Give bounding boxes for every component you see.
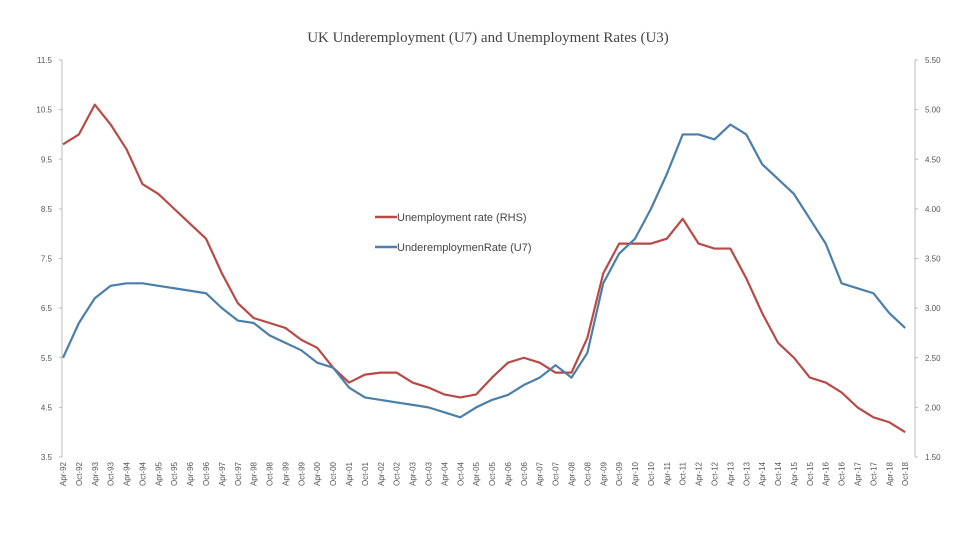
y-tick-label: 5.5 bbox=[41, 354, 53, 363]
y2-tick-label: 3.50 bbox=[925, 255, 941, 264]
y-tick-label: 4.5 bbox=[41, 403, 53, 412]
y-tick-label: 8.5 bbox=[41, 205, 53, 214]
y2-tick-label: 2.50 bbox=[925, 354, 941, 363]
x-tick-label: Oct-95 bbox=[170, 461, 179, 486]
x-tick-label: Oct-09 bbox=[615, 461, 624, 486]
y-tick-label: 3.5 bbox=[41, 453, 53, 462]
x-tick-label: Apr-09 bbox=[599, 461, 608, 486]
x-tick-label: Oct-07 bbox=[552, 461, 561, 486]
x-tick-label: Apr-14 bbox=[758, 461, 767, 486]
x-tick-label: Apr-07 bbox=[536, 461, 545, 486]
y-tick-label: 10.5 bbox=[36, 106, 52, 115]
x-tick-label: Apr-98 bbox=[250, 461, 259, 486]
x-tick-label: Oct-98 bbox=[266, 461, 275, 486]
x-tick-label: Apr-05 bbox=[472, 461, 481, 486]
x-tick-label: Oct-05 bbox=[488, 461, 497, 486]
x-tick-label: Oct-02 bbox=[393, 461, 402, 486]
x-tick-label: Oct-93 bbox=[107, 461, 116, 486]
y2-tick-label: 5.50 bbox=[925, 56, 941, 65]
x-tick-label: Oct-12 bbox=[710, 461, 719, 486]
x-tick-label: Apr-92 bbox=[59, 461, 68, 486]
x-tick-label: Oct-03 bbox=[424, 461, 433, 486]
y2-tick-label: 4.00 bbox=[925, 205, 941, 214]
x-tick-label: Apr-04 bbox=[440, 461, 449, 486]
x-tick-label: Oct-97 bbox=[234, 461, 243, 486]
x-tick-label: Oct-92 bbox=[75, 461, 84, 486]
x-tick-label: Oct-08 bbox=[583, 461, 592, 486]
x-tick-label: Oct-06 bbox=[520, 461, 529, 486]
x-tick-label: Apr-16 bbox=[822, 461, 831, 486]
x-tick-label: Apr-17 bbox=[854, 461, 863, 486]
x-tick-label: Oct-96 bbox=[202, 461, 211, 486]
x-tick-label: Oct-11 bbox=[679, 461, 688, 485]
y2-tick-label: 2.00 bbox=[925, 403, 941, 412]
x-tick-label: Oct-17 bbox=[869, 461, 878, 486]
y-tick-label: 11.5 bbox=[37, 56, 53, 65]
x-tick-label: Apr-96 bbox=[186, 461, 195, 486]
x-tick-label: Apr-11 bbox=[663, 461, 672, 485]
x-tick-label: Apr-99 bbox=[281, 461, 290, 486]
x-tick-label: Oct-10 bbox=[647, 461, 656, 486]
x-tick-label: Oct-18 bbox=[901, 461, 910, 486]
x-tick-label: Apr-97 bbox=[218, 461, 227, 486]
series-line bbox=[62, 103, 906, 434]
x-tick-label: Apr-95 bbox=[154, 461, 163, 486]
x-tick-label: Oct-15 bbox=[806, 461, 815, 486]
x-tick-label: Apr-03 bbox=[409, 461, 418, 486]
x-tick-label: Apr-15 bbox=[790, 461, 799, 486]
y2-tick-label: 4.50 bbox=[925, 155, 941, 164]
x-tick-label: Apr-12 bbox=[695, 461, 704, 486]
x-tick-label: Oct-13 bbox=[742, 461, 751, 486]
x-tick-label: Oct-04 bbox=[456, 461, 465, 486]
x-tick-label: Apr-18 bbox=[885, 461, 894, 486]
x-tick-label: Apr-02 bbox=[377, 461, 386, 486]
y-tick-label: 7.5 bbox=[41, 255, 53, 264]
x-tick-label: Oct-01 bbox=[361, 461, 370, 486]
legend-label: UnderemploymenRate (U7) bbox=[397, 242, 532, 254]
x-tick-label: Apr-00 bbox=[313, 461, 322, 486]
x-tick-label: Apr-01 bbox=[345, 461, 354, 486]
y-tick-label: 6.5 bbox=[41, 304, 53, 313]
y2-tick-label: 3.00 bbox=[925, 304, 941, 313]
x-tick-label: Oct-16 bbox=[838, 461, 847, 486]
series-line bbox=[61, 123, 906, 419]
x-tick-label: Apr-13 bbox=[726, 461, 735, 486]
y-tick-label: 9.5 bbox=[41, 155, 53, 164]
x-tick-label: Oct-99 bbox=[297, 461, 306, 486]
x-tick-label: Oct-94 bbox=[138, 461, 147, 486]
x-tick-label: Apr-93 bbox=[91, 461, 100, 486]
x-tick-label: Apr-08 bbox=[567, 461, 576, 486]
x-tick-label: Oct-00 bbox=[329, 461, 338, 486]
x-tick-label: Apr-10 bbox=[631, 461, 640, 486]
y2-tick-label: 5.00 bbox=[925, 106, 941, 115]
x-tick-label: Apr-06 bbox=[504, 461, 513, 486]
y2-tick-label: 1.50 bbox=[925, 453, 941, 462]
x-tick-label: Oct-14 bbox=[774, 461, 783, 486]
x-tick-label: Apr-94 bbox=[123, 461, 132, 486]
legend-label: Unemployment rate (RHS) bbox=[397, 212, 527, 224]
chart-title: UK Underemployment (U7) and Unemployment… bbox=[307, 30, 669, 46]
